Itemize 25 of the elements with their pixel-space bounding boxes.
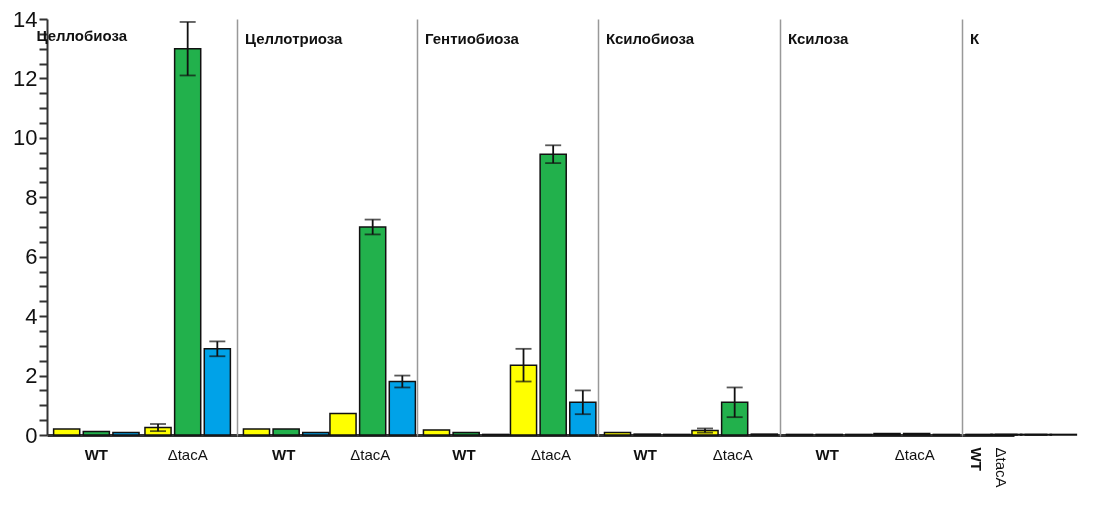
y-tick-label: 6 (25, 244, 38, 270)
y-tick-label: 14 (13, 6, 38, 32)
text: Гентиобиоза (425, 30, 520, 47)
y-tick-label: 10 (13, 125, 38, 151)
y-tick-label: 2 (25, 363, 38, 389)
x-tick-label: WT (84, 445, 108, 463)
text: Ксилобиоза (606, 30, 695, 47)
x-tick-label: ΔtacA (894, 445, 935, 463)
x-tick-label: WT (633, 445, 657, 463)
x-tick-label: ΔtacA (992, 447, 1010, 488)
text: Ксилоза (788, 30, 850, 47)
y-tick-label: 12 (13, 65, 38, 91)
text: Целлотриоза (245, 30, 344, 47)
x-tick-label: ΔtacA (350, 445, 391, 463)
x-tick-label: WT (272, 445, 296, 463)
y-tick-label: 4 (25, 303, 38, 329)
x-tick-label: ΔtacA (530, 445, 572, 463)
x-tick-label: ΔtacA (167, 445, 208, 463)
x-tick-label: WT (815, 445, 839, 463)
x-tick-label: WT (967, 447, 985, 471)
text: К (970, 30, 980, 47)
x-tick-label: ΔtacA (712, 445, 753, 463)
y-tick-label: 8 (25, 184, 38, 210)
x-tick-label: WT (452, 445, 476, 463)
y-tick-label: 0 (25, 422, 38, 448)
